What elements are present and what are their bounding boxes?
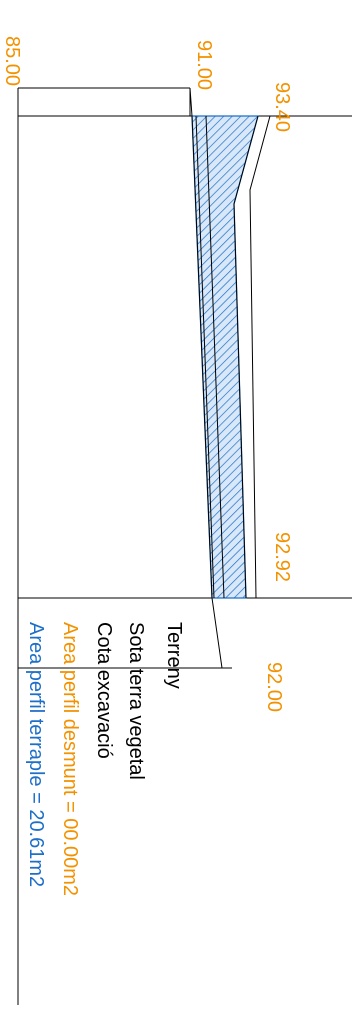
legend-area-desmunt: Area perfil desmunt = 00.00m2 (59, 622, 81, 896)
legend-area-terraple: Area perfil terraple = 20.61m2 (25, 622, 47, 887)
legend: Terreny Sota terra vegetal Cota excavaci… (25, 622, 185, 896)
terrain-lines (189, 87, 271, 669)
elevation-label-3: 93.40 (271, 82, 293, 132)
legend-sota-terra-vegetal: Sota terra vegetal (125, 622, 147, 780)
sota-terra-vegetal-line (195, 115, 215, 599)
terreny-line (189, 87, 223, 669)
elevation-label-1: 85.00 (1, 36, 23, 86)
inner-profile-line (205, 115, 225, 599)
elevation-label-2: 91.00 (193, 40, 215, 90)
slope-outer-line (249, 115, 271, 599)
elevation-label-4: 92.92 (271, 532, 293, 582)
elevation-label-5: 92.00 (263, 662, 285, 712)
legend-cota-excavacio: Cota excavació (93, 622, 115, 759)
excavation-line (233, 115, 259, 599)
legend-terreny: Terreny (163, 622, 185, 689)
